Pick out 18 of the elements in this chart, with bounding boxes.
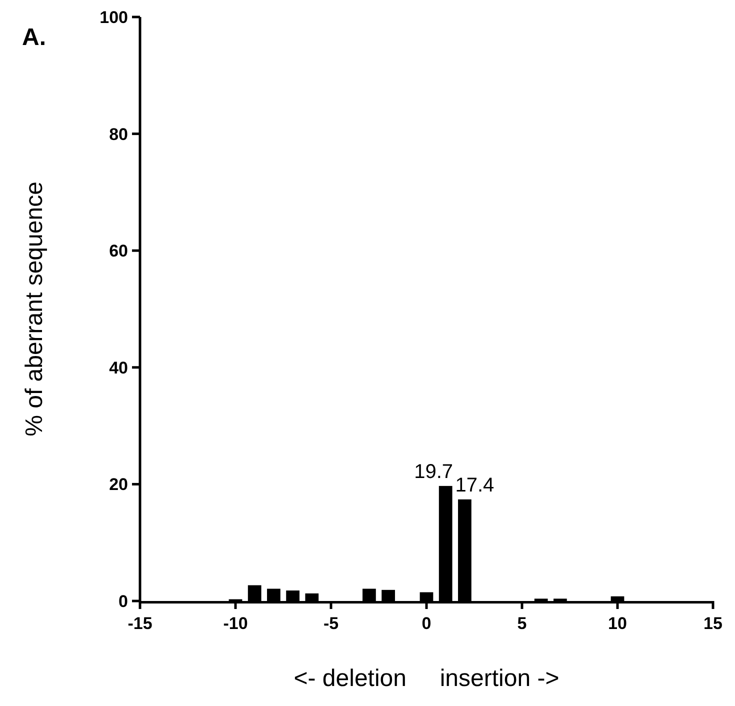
x-tick-label: 15: [704, 614, 722, 633]
y-axis-title: % of aberrant sequence: [21, 182, 48, 436]
y-tick-label: 60: [109, 242, 128, 261]
y-tick-label: 20: [109, 475, 128, 494]
data-label: 19.7: [414, 460, 454, 483]
y-tick-label: 40: [109, 358, 128, 378]
y-tick-label: 80: [109, 124, 128, 144]
x-tick-label: 0: [422, 614, 432, 633]
x-tick-label: -10: [223, 614, 248, 633]
x-tick-label: -5: [323, 614, 339, 633]
x-tick-label: 10: [608, 614, 627, 633]
text: A.: [22, 24, 46, 51]
data-label: 17.4: [455, 474, 494, 496]
y-tick-label: 100: [100, 8, 128, 27]
x-axis-title: <- deletion insertion ->: [294, 665, 560, 692]
x-tick-label: 5: [517, 614, 527, 633]
x-tick-label: -15: [128, 614, 152, 633]
y-tick-label: 0: [118, 592, 128, 611]
